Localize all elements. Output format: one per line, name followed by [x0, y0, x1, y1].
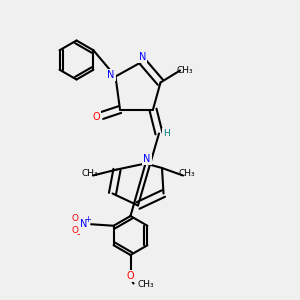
- Text: CH₃: CH₃: [176, 66, 193, 75]
- Text: O: O: [92, 112, 100, 122]
- Text: H: H: [163, 129, 170, 138]
- Text: O: O: [127, 271, 134, 281]
- Text: O: O: [71, 226, 78, 235]
- Text: CH₃: CH₃: [137, 280, 154, 289]
- Text: N: N: [143, 154, 151, 164]
- Text: N: N: [80, 219, 87, 229]
- Text: CH₃: CH₃: [178, 169, 195, 178]
- Text: N: N: [139, 52, 146, 62]
- Text: CH₃: CH₃: [81, 169, 98, 178]
- Text: O: O: [71, 214, 78, 223]
- Text: N: N: [107, 70, 115, 80]
- Text: +: +: [84, 215, 91, 224]
- Text: -: -: [76, 229, 80, 239]
